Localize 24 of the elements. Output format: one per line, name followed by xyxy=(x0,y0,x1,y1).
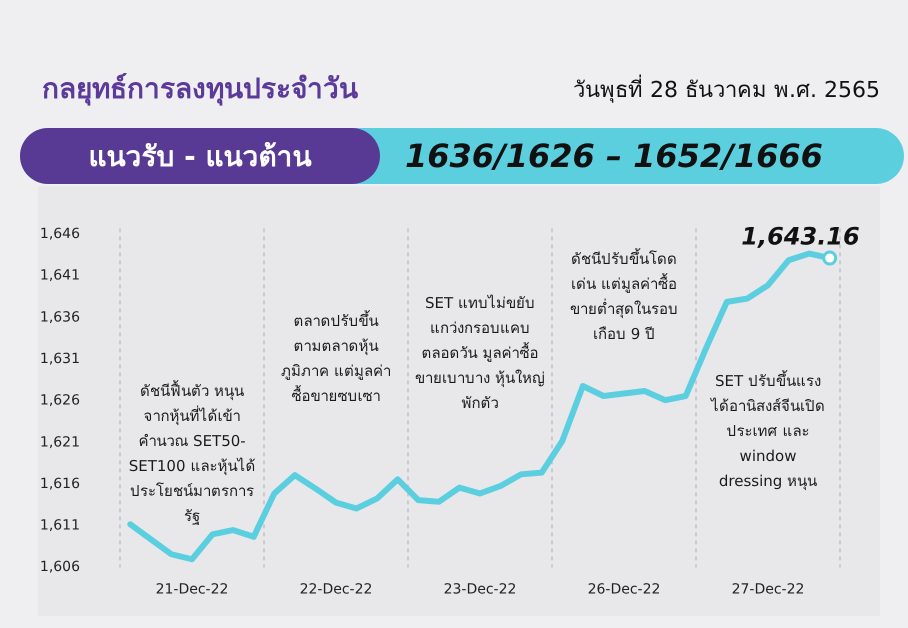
y-tick-label: 1,621 xyxy=(40,434,80,450)
y-tick-label: 1,626 xyxy=(40,392,80,409)
x-tick-label: 26-Dec-22 xyxy=(588,582,660,598)
annotation: 1,643.16 xyxy=(741,222,860,250)
text: แนวรับ - แนวต้าน xyxy=(20,128,380,184)
y-tick-label: 1,606 xyxy=(40,559,80,576)
annotation: SET ปรับขึ้นแรง ได้อานิสงส์จีนเปิด ประเทศ และ window dressing หนุน xyxy=(710,370,825,491)
y-tick-label: 1,611 xyxy=(40,518,80,534)
y-tick-label: 1,631 xyxy=(40,350,80,367)
y-tick-label: 1,641 xyxy=(40,268,80,284)
y-tick-label: 1,646 xyxy=(40,226,80,242)
x-tick-label: 22-Dec-22 xyxy=(300,582,372,598)
text: 1636/1626 – 1652/1666 xyxy=(405,136,823,177)
y-tick-label: 1,616 xyxy=(40,476,80,492)
annotation: ตลาดปรับขึ้น ตามตลาดหุ้น ภูมิภาค แต่มูลค่า ซื้อขายซบเซา xyxy=(281,310,391,405)
x-tick-label: 23-Dec-22 xyxy=(444,582,516,598)
chart-subtitle: วันพุธที่ 28 ธันวาคม พ.ศ. 2565 xyxy=(573,74,880,105)
annotation: ดัชนีปรับขึ้นโดด เด่น แต่มูลค่าซื้อ ขายต่ำสุดในรอบ เกือบ 9 ปี xyxy=(570,248,678,343)
y-tick-label: 1,636 xyxy=(40,309,80,326)
chart-title: กลยุทธ์การลงทุนประจำวัน xyxy=(42,71,358,108)
x-tick-label: 27-Dec-22 xyxy=(732,582,804,598)
x-tick-label: 21-Dec-22 xyxy=(156,582,228,598)
annotation: SET แทบไม่ขยับ แกว่งกรอบแคบ ตลอดวัน มูลค่าซื้อ ขายเบาบาง หุ้นใหญ่ พักตัว xyxy=(415,294,545,412)
annotation: ดัชนีฟื้นตัว หนุน จากหุ้นที่ได้เข้า คำนวณ SET50- SET100 และหุ้นได้ ประโยชน์มาตรการ รัฐ xyxy=(128,380,256,525)
